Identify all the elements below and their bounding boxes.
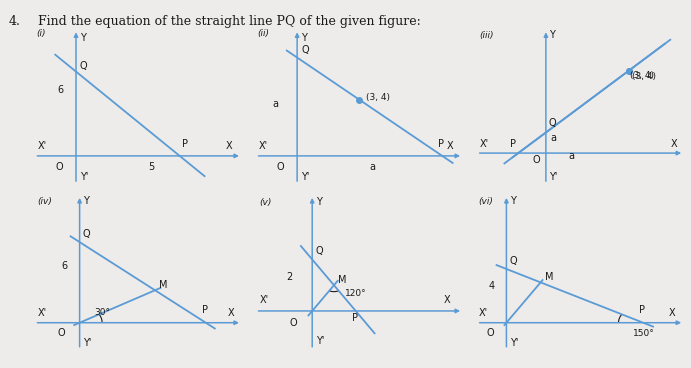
Text: Q: Q [301,45,309,55]
Text: M: M [545,272,553,282]
Text: Y': Y' [83,337,92,347]
Text: 2: 2 [286,272,292,282]
Text: X': X' [37,308,46,318]
Text: X': X' [259,295,269,305]
Text: Y: Y [511,197,516,206]
Text: a: a [550,133,556,143]
Text: a: a [370,162,376,172]
Text: 150°: 150° [634,329,655,338]
Text: (3, 4): (3, 4) [630,71,654,80]
Text: Y: Y [80,33,86,43]
Text: (3, 4): (3, 4) [632,72,656,81]
Text: O: O [486,328,494,338]
Text: Q: Q [82,229,90,239]
Text: X: X [227,308,234,318]
Text: Q: Q [509,256,517,266]
Text: P: P [352,313,358,323]
Text: 30°: 30° [94,308,110,316]
Text: (3, 4): (3, 4) [366,93,390,102]
Text: X': X' [258,141,268,151]
Text: 5: 5 [149,162,155,172]
Text: Q: Q [79,61,87,71]
Text: X: X [668,308,675,318]
Text: Y': Y' [511,337,519,347]
Text: (vi): (vi) [479,198,493,206]
Text: Y: Y [549,30,555,40]
Text: 6: 6 [61,261,68,271]
Text: O: O [532,155,540,165]
Text: Y: Y [301,33,307,43]
Text: 4: 4 [489,281,495,291]
Text: Q: Q [316,246,323,256]
Text: (v): (v) [259,198,272,207]
Text: Y': Y' [301,172,310,182]
Text: 6: 6 [57,85,64,95]
Text: (i): (i) [37,29,46,39]
Text: P: P [639,305,645,315]
Text: P: P [182,139,188,149]
Text: Y': Y' [80,172,88,182]
Text: M: M [338,275,346,284]
Text: P: P [510,139,516,149]
Text: X: X [225,141,232,151]
Text: O: O [58,328,66,338]
Text: (iv): (iv) [37,198,52,206]
Text: (iii): (iii) [480,31,494,40]
Text: M: M [159,280,167,290]
Text: O: O [290,318,297,328]
Text: Find the equation of the straight line PQ of the given figure:: Find the equation of the straight line P… [38,15,421,28]
Text: 4.: 4. [8,15,20,28]
Text: X: X [446,141,453,151]
Text: (ii): (ii) [258,29,269,39]
Text: X: X [444,295,451,305]
Text: O: O [276,162,284,172]
Text: P: P [202,305,208,315]
Text: Y: Y [83,197,89,206]
Text: a: a [568,151,574,161]
Text: X': X' [479,308,488,318]
Text: a: a [272,99,278,109]
Text: Y': Y' [549,172,557,182]
Text: Y': Y' [316,336,324,346]
Text: X: X [670,139,677,149]
Text: O: O [55,162,63,172]
Text: X': X' [37,141,47,151]
Text: Y: Y [316,197,322,207]
Text: P: P [438,139,444,149]
Text: 120°: 120° [346,289,367,297]
Text: X': X' [480,139,489,149]
Text: Q: Q [549,118,556,128]
